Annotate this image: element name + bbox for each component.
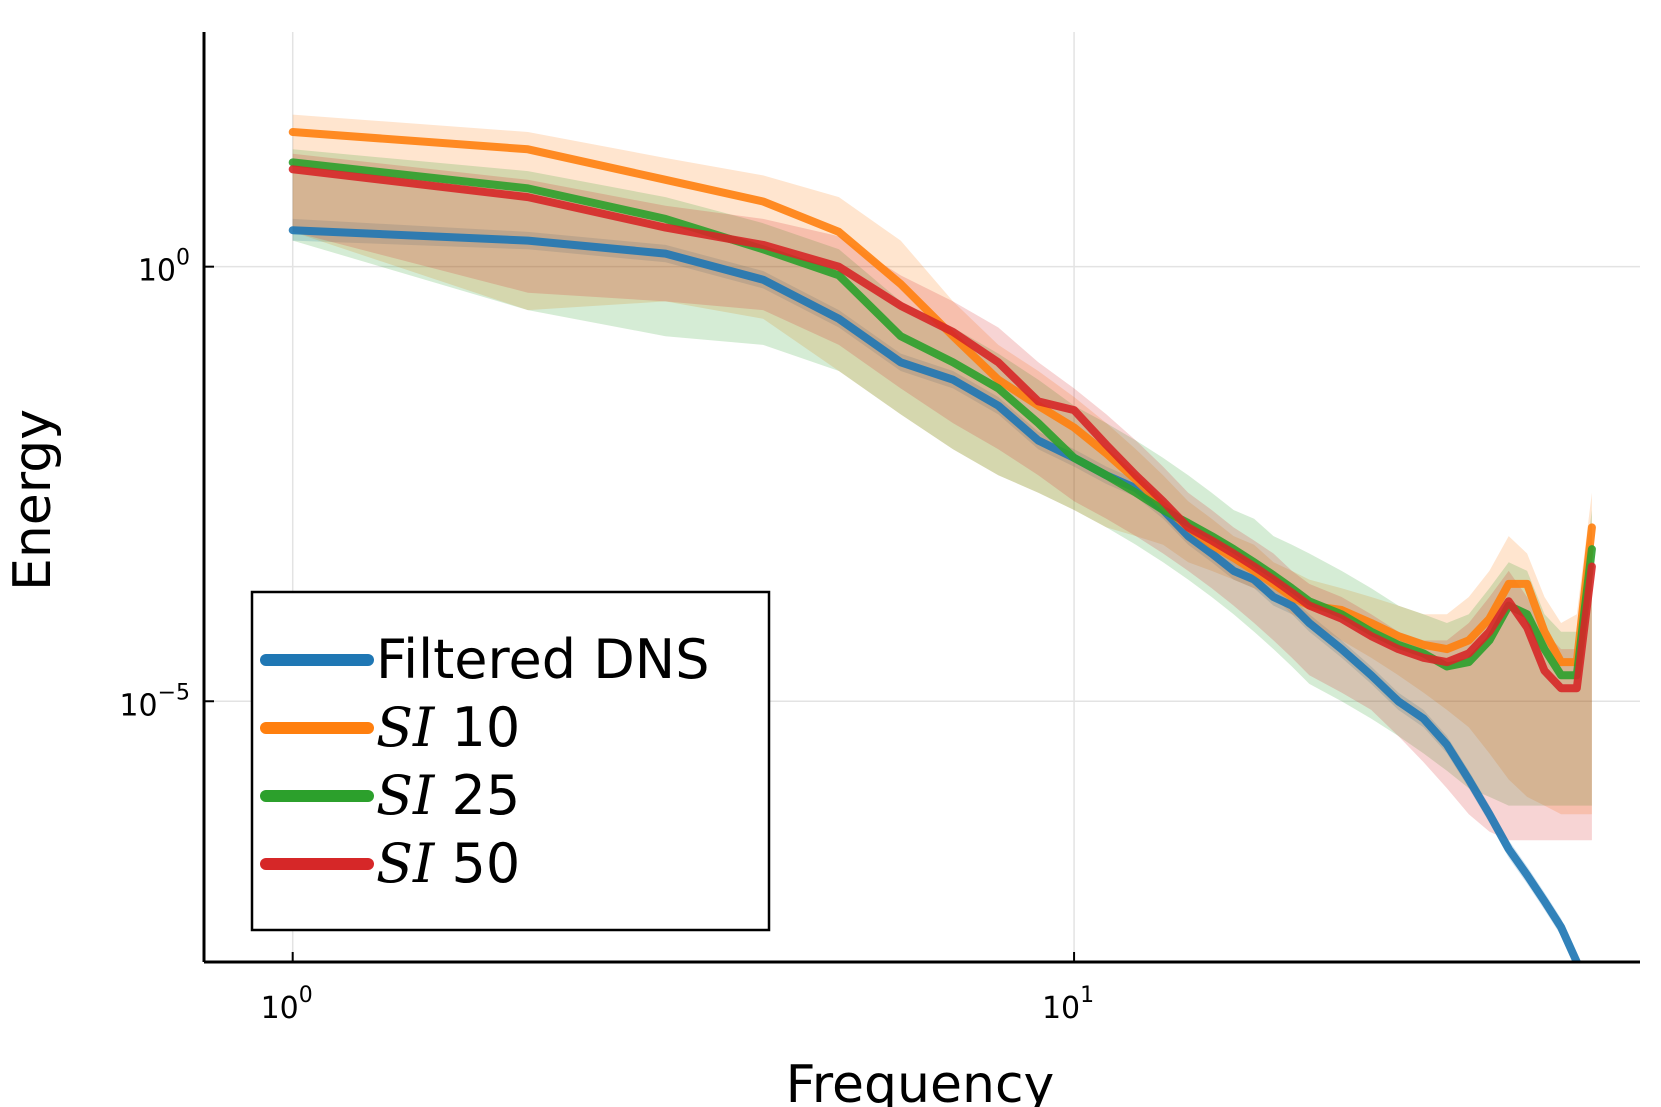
legend-box <box>250 590 771 932</box>
legend-label-si-10: SI 10 <box>376 696 520 759</box>
y-axis-title: Energy <box>3 409 63 591</box>
axes <box>202 32 1640 964</box>
y-tick-label: 10−5 <box>119 680 190 723</box>
series-lines <box>288 128 1596 962</box>
line-si-50 <box>288 165 1596 693</box>
y-ticks: 100 10−5 <box>119 246 214 723</box>
legend-label-si-50: SI 50 <box>376 832 520 895</box>
legend-label-filtered-dns: Filtered DNS <box>376 628 709 691</box>
legend-label-si-25: SI 25 <box>376 764 520 827</box>
band-si-25 <box>292 149 1592 806</box>
x-axis-title: Frequency <box>786 1055 1055 1107</box>
band-filtered-dns <box>292 218 1580 962</box>
line-filtered-dns <box>288 226 1582 962</box>
y-tick-label: 100 <box>138 246 190 289</box>
band-si-10 <box>292 114 1592 815</box>
